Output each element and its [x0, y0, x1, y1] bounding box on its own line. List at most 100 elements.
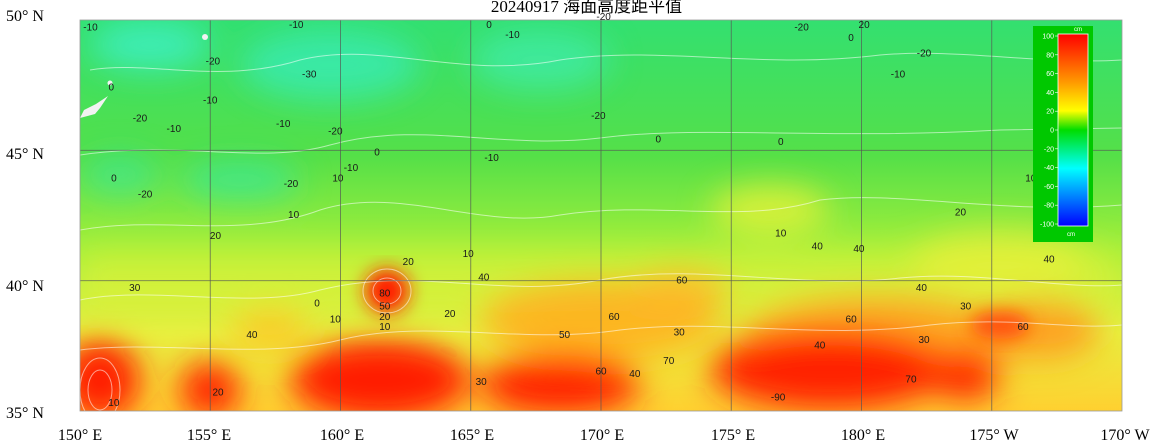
contour-label: -10	[83, 22, 98, 33]
lat-label-45n: 45° N	[6, 146, 44, 163]
contour-label: -20	[591, 111, 606, 122]
contour-label: 10	[463, 249, 475, 260]
contour-labels: -10 -10 -20 -30 0 -10 -20 -10 -10 -20 0 -10 -20 -20 0 -…	[83, 12, 1055, 409]
contour-label: 20	[403, 257, 415, 268]
contour-label: -20	[328, 127, 343, 138]
contour-label: 10	[775, 228, 787, 239]
contour-label: 30	[918, 335, 930, 346]
contour-label: -20	[284, 179, 299, 190]
contour-label: 50	[559, 330, 571, 341]
contour-label: 70	[663, 356, 675, 367]
contour-label: 0	[108, 82, 114, 93]
colorbar-tick-label: 20	[1046, 109, 1054, 116]
contour-label: 0	[656, 135, 662, 146]
colorbar-unit-top: cm	[1074, 27, 1082, 33]
lon-label-180e: 180° E	[840, 427, 886, 444]
colorbar-tick-label: 0	[1050, 128, 1054, 135]
lat-label-50n: 50° N	[6, 8, 44, 25]
contour-label: -10	[505, 30, 520, 41]
contour-label: -10	[891, 69, 906, 80]
contour-label: 30	[674, 327, 686, 338]
contour-label: -20	[917, 48, 932, 59]
graticule	[80, 20, 1122, 411]
contour-label: 10	[330, 314, 342, 325]
contour-label: 60	[1017, 322, 1029, 333]
contour-label: 20	[213, 387, 225, 398]
colorbar-tick-label: 100	[1042, 34, 1054, 41]
colorbar-tick-label: -20	[1044, 146, 1054, 153]
contour-label: 60	[608, 312, 620, 323]
contour-label: 20	[859, 20, 871, 31]
contour-label: 20	[444, 309, 456, 320]
lon-label-175e: 175° E	[710, 427, 756, 444]
contour-label: 20	[210, 231, 222, 242]
contour-label: 20	[955, 208, 967, 219]
lon-label-175w: 175° W	[969, 427, 1019, 444]
contour-label: 0	[486, 20, 492, 31]
contour-label: 50	[379, 301, 391, 312]
map-title: 20240917 海面高度距平值	[490, 0, 683, 16]
colorbar-tick-label: -60	[1044, 184, 1054, 191]
contour-label: 80	[379, 288, 391, 299]
contour-label: 60	[676, 275, 688, 286]
contour-label: 40	[478, 273, 490, 284]
contour-label: 40	[814, 340, 826, 351]
contour-label: -20	[138, 189, 153, 200]
lon-label-170e: 170° E	[579, 427, 625, 444]
contour-lines	[80, 52, 1122, 411]
contour-label: -10	[276, 119, 291, 130]
contour-label: 20	[379, 312, 391, 323]
lon-label-165e: 165° E	[449, 427, 495, 444]
contour-label: 0	[374, 148, 380, 159]
lon-label-170w: 170° W	[1100, 427, 1150, 444]
lon-label-150e: 150° E	[57, 427, 103, 444]
contour-label: -10	[167, 124, 182, 135]
colorbar-tick-label: -100	[1040, 222, 1054, 229]
contour-label: 40	[629, 369, 641, 380]
contour-label: -90	[771, 393, 786, 404]
contour-label: 40	[916, 283, 928, 294]
lat-label-40n: 40° N	[6, 278, 44, 295]
coastline-fragment	[80, 96, 108, 118]
colorbar-tick-label: 40	[1046, 90, 1054, 97]
contour-label: 40	[246, 330, 258, 341]
contour-label: 30	[129, 283, 141, 294]
lon-label-160e: 160° E	[319, 427, 365, 444]
contour-label: 10	[379, 322, 391, 333]
colorbar-tick-label: 80	[1046, 52, 1054, 59]
colorbar-tick-label: -80	[1044, 203, 1054, 210]
contour-label: 0	[111, 174, 117, 185]
lon-label-155e: 155° E	[186, 427, 232, 444]
contour-label: -10	[484, 153, 499, 164]
contour-label: -20	[133, 114, 148, 125]
contour-label: -20	[206, 56, 221, 67]
contour-label: 30	[476, 377, 488, 388]
contour-label: 40	[1043, 254, 1055, 265]
contour-label: 60	[595, 367, 607, 378]
colorbar-tick-label: 60	[1046, 71, 1054, 78]
colorbar: cm 100 80 60 40 20 0 -20 -40 -60 -80 -100 cm	[1033, 26, 1093, 242]
contour-label: 0	[848, 33, 854, 44]
contour-label: 40	[853, 244, 865, 255]
contour-label: -30	[302, 69, 317, 80]
contour-label: 60	[846, 314, 858, 325]
contour-label: 40	[812, 241, 824, 252]
contour-label: 10	[288, 210, 300, 221]
colorbar-tick-label: -40	[1044, 165, 1054, 172]
contour-label: 70	[905, 374, 917, 385]
contour-label: 0	[314, 299, 320, 310]
colorbar-ramp	[1057, 33, 1089, 227]
contour-label: -10	[344, 163, 359, 174]
contour-label: -20	[596, 12, 611, 23]
contour-label: 10	[108, 398, 120, 409]
contour-label: 0	[778, 137, 784, 148]
lat-label-35n: 35° N	[6, 405, 44, 422]
contour-label: 30	[960, 301, 972, 312]
contour-label: 10	[332, 174, 344, 185]
contour-label: -10	[289, 20, 304, 31]
colorbar-unit-bottom: cm	[1067, 232, 1075, 238]
contour-label: -10	[203, 95, 218, 106]
contour-label: -20	[794, 22, 809, 33]
contour-label: 10	[1025, 174, 1037, 185]
